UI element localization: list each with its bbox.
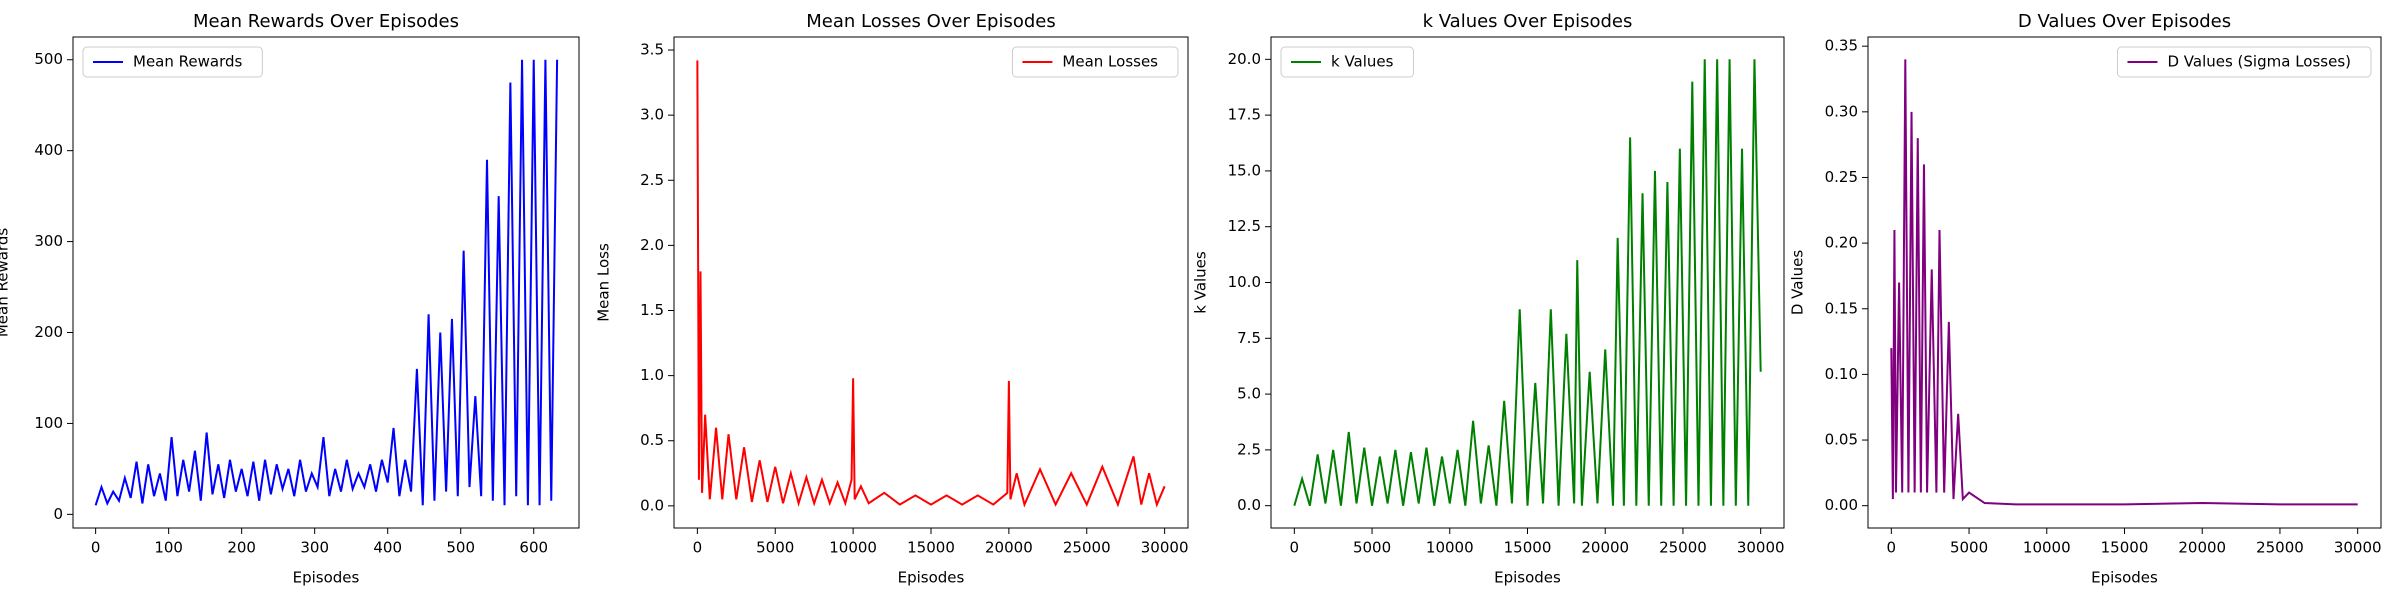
plot-frame: [1867, 36, 2382, 529]
legend-label: k Values: [1331, 53, 1394, 71]
y-tick-label: 7.5: [1237, 329, 1261, 347]
y-axis-label: k Values: [1192, 251, 1210, 314]
y-tick-label: 0.30: [1825, 102, 1858, 120]
y-tick-label: 300: [34, 232, 63, 250]
y-tick-label: 0: [53, 505, 63, 523]
chart-title: k Values Over Episodes: [1423, 11, 1633, 32]
legend-box: [1011, 46, 1179, 78]
y-tick-label: 0.20: [1825, 234, 1858, 252]
plot-frame: [673, 36, 1189, 529]
x-tick-label: 30000: [1141, 539, 1189, 557]
x-tick-label: 20000: [2178, 539, 2226, 557]
y-tick-label: 0.0: [640, 496, 664, 514]
y-tick-label: 0.0: [1237, 496, 1261, 514]
y-tick-label: 0.35: [1825, 37, 1858, 55]
plot-frame: [72, 36, 580, 529]
x-tick-label: 0: [693, 539, 703, 557]
x-tick-label: 15000: [907, 539, 955, 557]
y-tick-label: 400: [34, 141, 63, 159]
data-line: [1890, 59, 2358, 506]
data-line: [94, 59, 559, 507]
x-tick-label: 0: [1290, 539, 1300, 557]
y-tick-label: 2.5: [1237, 440, 1261, 458]
x-tick-label: 30000: [1737, 539, 1785, 557]
x-tick-label: 400: [373, 539, 402, 557]
legend-label: Mean Rewards: [133, 53, 242, 71]
x-tick-label: 5000: [1950, 539, 1988, 557]
y-tick-label: 0.00: [1825, 496, 1858, 514]
x-tick-label: 600: [519, 539, 548, 557]
x-tick-label: 10000: [1426, 539, 1474, 557]
y-tick-label: 2.5: [640, 171, 664, 189]
legend-label: Mean Losses: [1062, 53, 1158, 71]
data-line: [1293, 59, 1762, 506]
y-tick-label: 0.5: [640, 431, 664, 449]
x-tick-label: 25000: [1063, 539, 1111, 557]
legend-box: [2116, 46, 2372, 78]
x-tick-label: 20000: [985, 539, 1033, 557]
x-tick-label: 0: [1887, 539, 1897, 557]
x-tick-label: 5000: [1353, 539, 1391, 557]
data-line: [696, 60, 1166, 508]
x-axis-label: Episodes: [898, 569, 965, 587]
x-tick-label: 20000: [1581, 539, 1629, 557]
chart-title: Mean Losses Over Episodes: [806, 11, 1056, 32]
y-tick-label: 10.0: [1228, 273, 1261, 291]
y-tick-label: 12.5: [1228, 217, 1261, 235]
y-axis-label: D Values: [1789, 250, 1807, 316]
x-tick-label: 15000: [2101, 539, 2149, 557]
x-tick-label: 25000: [2256, 539, 2304, 557]
x-tick-label: 300: [300, 539, 329, 557]
legend-box: [1280, 46, 1414, 78]
y-tick-label: 0.25: [1825, 168, 1858, 186]
y-axis-label: Mean Rewards: [0, 228, 12, 337]
y-tick-label: 3.5: [640, 41, 664, 59]
chart-title: Mean Rewards Over Episodes: [193, 11, 459, 32]
y-tick-label: 0.15: [1825, 299, 1858, 317]
y-axis-label: Mean Loss: [595, 243, 613, 322]
x-tick-label: 10000: [2023, 539, 2071, 557]
y-tick-label: 15.0: [1228, 161, 1261, 179]
legend-label: D Values (Sigma Losses): [2167, 53, 2351, 71]
y-tick-label: 1.5: [640, 301, 664, 319]
y-tick-label: 3.0: [640, 106, 664, 124]
legend-box: [82, 46, 263, 78]
x-tick-label: 500: [446, 539, 475, 557]
y-tick-label: 0.05: [1825, 431, 1858, 449]
x-tick-label: 100: [154, 539, 183, 557]
x-tick-label: 200: [227, 539, 256, 557]
x-tick-label: 15000: [1504, 539, 1552, 557]
y-tick-label: 5.0: [1237, 385, 1261, 403]
y-tick-label: 0.10: [1825, 365, 1858, 383]
y-tick-label: 17.5: [1228, 106, 1261, 124]
y-tick-label: 2.0: [640, 236, 664, 254]
x-tick-label: 25000: [1659, 539, 1707, 557]
x-tick-label: 0: [91, 539, 101, 557]
chart-title: D Values Over Episodes: [2018, 11, 2231, 32]
y-tick-label: 500: [34, 50, 63, 68]
x-axis-label: Episodes: [2091, 569, 2158, 587]
y-tick-label: 100: [34, 414, 63, 432]
x-tick-label: 30000: [2334, 539, 2382, 557]
y-tick-label: 200: [34, 323, 63, 341]
x-tick-label: 5000: [756, 539, 794, 557]
y-tick-label: 1.0: [640, 366, 664, 384]
x-axis-label: Episodes: [293, 569, 360, 587]
x-tick-label: 10000: [829, 539, 877, 557]
y-tick-label: 20.0: [1228, 50, 1261, 68]
plot-frame: [1270, 36, 1785, 529]
x-axis-label: Episodes: [1494, 569, 1561, 587]
